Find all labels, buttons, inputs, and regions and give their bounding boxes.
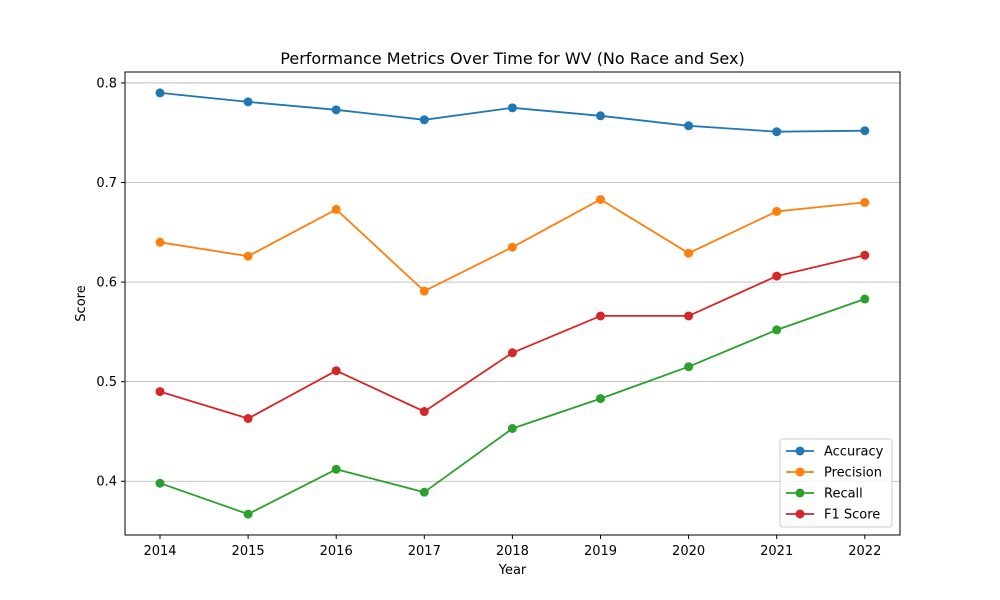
y-tick-label: 0.7 xyxy=(96,176,117,191)
series-precision xyxy=(155,194,870,296)
legend-label: Accuracy xyxy=(824,445,884,460)
data-point xyxy=(331,366,341,376)
data-point xyxy=(155,237,165,247)
data-point xyxy=(155,478,165,488)
legend-item: Precision xyxy=(786,466,882,481)
y-tick-label: 0.6 xyxy=(96,276,117,291)
legend-marker xyxy=(795,509,805,519)
y-axis-title: Score xyxy=(74,285,89,321)
x-tick-label: 2014 xyxy=(143,544,176,559)
data-point xyxy=(596,311,605,321)
series-accuracy xyxy=(155,88,870,137)
x-tick-label: 2016 xyxy=(320,544,353,559)
data-point xyxy=(507,423,517,433)
data-point xyxy=(596,394,605,404)
data-point xyxy=(860,126,870,136)
series-line xyxy=(159,298,866,515)
data-point xyxy=(684,248,694,258)
data-point xyxy=(243,414,253,424)
y-tick-label: 0.4 xyxy=(96,475,117,490)
x-axis-title: Year xyxy=(498,563,527,578)
x-tick-label: 2020 xyxy=(672,544,705,559)
data-point xyxy=(860,197,870,207)
data-point xyxy=(419,115,429,125)
data-point xyxy=(772,127,782,137)
data-point xyxy=(684,362,694,372)
data-point xyxy=(331,464,341,474)
x-tick-label: 2021 xyxy=(760,544,793,559)
data-point xyxy=(684,121,694,131)
grid-lines xyxy=(125,82,900,482)
y-axis-ticks: 0.4 0.5 0.6 0.7 0.8 xyxy=(96,76,125,490)
data-point xyxy=(243,97,253,107)
data-point xyxy=(243,251,253,261)
legend-box xyxy=(779,438,893,528)
data-point xyxy=(507,242,517,252)
legend-marker xyxy=(795,446,805,456)
data-point xyxy=(860,294,870,304)
x-tick-label: 2017 xyxy=(408,544,441,559)
data-point xyxy=(419,286,429,296)
data-point xyxy=(419,487,429,497)
legend-label: Precision xyxy=(824,466,882,481)
data-point xyxy=(860,250,870,260)
legend: Accuracy Precision Recall F1 Score xyxy=(779,438,893,528)
series-f1-score xyxy=(155,250,870,424)
data-point xyxy=(155,88,165,98)
x-tick-label: 2015 xyxy=(232,544,265,559)
data-point xyxy=(684,311,694,321)
data-point xyxy=(155,387,165,397)
data-point xyxy=(331,204,341,214)
data-point xyxy=(507,103,517,113)
data-point xyxy=(243,509,253,519)
legend-label: F1 Score xyxy=(824,508,880,523)
data-point xyxy=(772,325,782,335)
data-point xyxy=(331,105,341,115)
data-point xyxy=(596,194,605,204)
x-tick-label: 2022 xyxy=(848,544,881,559)
chart-title: Performance Metrics Over Time for WV (No… xyxy=(280,49,744,68)
data-point xyxy=(772,206,782,216)
data-point xyxy=(419,407,429,417)
series-recall xyxy=(155,294,870,519)
x-axis-ticks: 2014 2015 2016 2017 2018 2019 2020 2021 2022 xyxy=(143,535,881,559)
legend-label: Recall xyxy=(824,487,863,502)
data-point xyxy=(596,111,605,121)
series-lines xyxy=(155,88,870,519)
data-point xyxy=(507,348,517,358)
legend-item: Accuracy xyxy=(786,445,884,460)
x-tick-label: 2018 xyxy=(496,544,529,559)
legend-marker xyxy=(795,467,805,477)
legend-item: Recall xyxy=(786,487,863,502)
legend-marker xyxy=(795,488,805,498)
y-tick-label: 0.5 xyxy=(96,375,117,390)
x-tick-label: 2019 xyxy=(584,544,617,559)
y-tick-label: 0.8 xyxy=(96,76,117,91)
data-point xyxy=(772,271,782,281)
legend-item: F1 Score xyxy=(786,508,880,523)
